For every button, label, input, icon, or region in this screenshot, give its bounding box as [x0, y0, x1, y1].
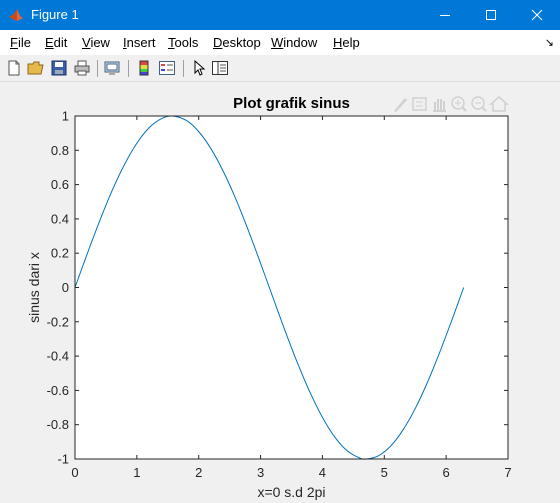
data-line-series [74, 115, 465, 460]
chart-title: Plot grafik sinus [233, 95, 350, 112]
x-tick-label: 1 [133, 465, 140, 480]
print-icon[interactable] [73, 59, 91, 77]
x-axis-label: x=0 s.d 2pi [257, 484, 325, 500]
menu-insert[interactable]: Insert [123, 35, 156, 50]
home-icon[interactable] [489, 96, 509, 112]
x-tick-label: 3 [257, 465, 264, 480]
y-tick-label: -0.2 [47, 314, 69, 329]
figure-toolbar [0, 56, 560, 82]
new-figure-icon[interactable] [5, 59, 23, 77]
brush-icon[interactable] [394, 98, 407, 112]
y-tick-label: 0.2 [51, 246, 69, 261]
x-tick-label: 4 [319, 465, 326, 480]
menu-help[interactable]: Help [333, 35, 360, 50]
arrow-corner-icon[interactable]: ↘ [544, 37, 554, 49]
datatip-icon[interactable] [412, 97, 427, 111]
chart: 0 1 2 3 4 5 6 7 -1 -0.8 -0.6 -0.4 -0.2 0 0.2 0.4 0.6 0.8 1… [26, 95, 512, 500]
pan-icon[interactable] [433, 99, 446, 112]
colorbar-icon[interactable] [135, 59, 153, 77]
y-tick-label: 0.4 [51, 211, 69, 226]
y-tick-label: 0.6 [51, 177, 69, 192]
menu-edit[interactable]: Edit [45, 35, 68, 50]
save-icon[interactable] [50, 59, 68, 77]
y-tick-label: -0.8 [47, 417, 69, 432]
zoom-in-icon[interactable] [451, 96, 467, 112]
menu-bar: File Edit View Insert Tools Desktop Wind… [0, 30, 560, 55]
legend-icon[interactable] [158, 59, 176, 77]
toolbar-separator [128, 60, 129, 77]
y-tick-label: -0.4 [47, 349, 69, 364]
x-tick-label: 5 [381, 465, 388, 480]
window-titlebar: Figure 1 [0, 0, 560, 30]
pointer-icon[interactable] [190, 59, 208, 77]
property-inspector-icon[interactable] [211, 59, 229, 77]
close-button[interactable] [514, 0, 560, 30]
y-tick-label: 0.8 [51, 143, 69, 158]
y-tick-label: -0.6 [47, 383, 69, 398]
y-tick-label: 1 [62, 109, 69, 124]
close-icon [531, 9, 543, 21]
x-tick-label: 6 [443, 465, 450, 480]
matlab-logo-icon [9, 9, 23, 21]
menu-desktop[interactable]: Desktop [213, 35, 261, 50]
maximize-icon [486, 10, 496, 20]
print-preview-icon[interactable] [103, 59, 121, 77]
open-file-icon[interactable] [27, 59, 45, 77]
zoom-out-icon[interactable] [471, 96, 487, 112]
menu-window[interactable]: Window [271, 35, 318, 50]
menu-tools[interactable]: Tools [168, 35, 199, 50]
y-tick-label: -1 [57, 452, 69, 467]
x-tick-label: 2 [195, 465, 202, 480]
menu-file[interactable]: File [10, 35, 31, 50]
minimize-icon [440, 15, 450, 16]
y-axis-label: sinus dari x [26, 252, 42, 323]
axis-tick-labels: 0 1 2 3 4 5 6 7 -1 -0.8 -0.6 -0.4 -0.2 0 0.2 0.4 0.6 0.8 1 [47, 109, 512, 481]
toolbar-separator [183, 60, 184, 77]
maximize-button[interactable] [468, 0, 514, 30]
minimize-button[interactable] [422, 0, 468, 30]
x-tick-label: 0 [71, 465, 78, 480]
y-tick-label: 0 [62, 280, 69, 295]
x-tick-label: 7 [504, 465, 511, 480]
axes-background [75, 116, 508, 459]
window-title: Figure 1 [31, 7, 79, 22]
menu-view[interactable]: View [82, 35, 110, 50]
toolbar-separator [97, 60, 98, 77]
axes-toolbar [394, 96, 509, 112]
axes-box [74, 115, 509, 460]
